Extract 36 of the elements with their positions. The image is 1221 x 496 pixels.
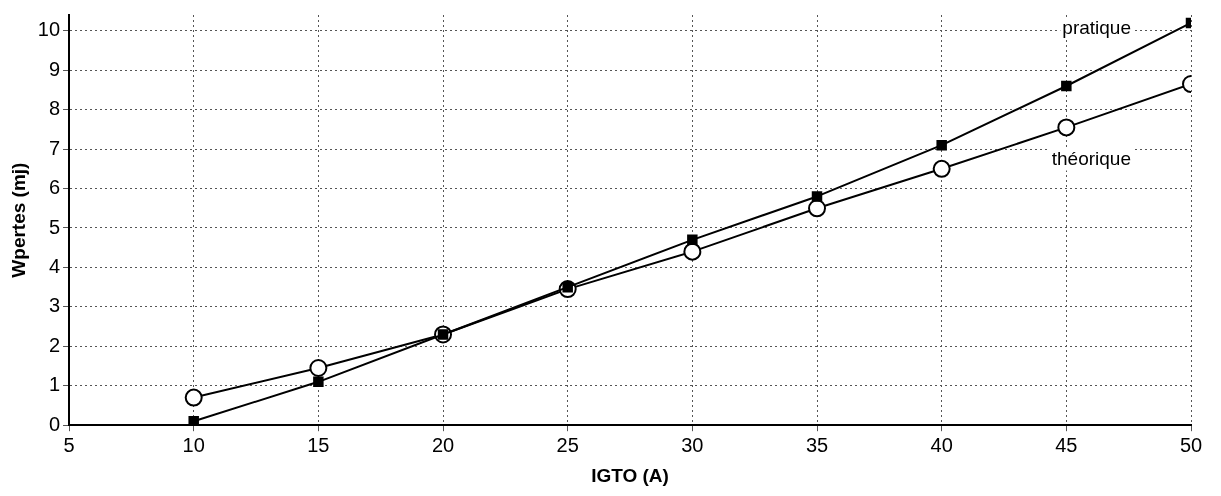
point	[309, 359, 328, 378]
y-tick-label: 4	[48, 254, 61, 277]
y-axis-title: Wpertes (mj)	[7, 162, 29, 278]
x-tick-label: 5	[63, 433, 75, 456]
y-tick-label: 7	[48, 136, 61, 159]
point	[808, 199, 827, 218]
x-tick-label: 20	[431, 433, 455, 456]
point	[1057, 118, 1076, 137]
point	[313, 376, 324, 388]
y-tick-label: 0	[48, 412, 61, 435]
series-label: théorique	[1051, 147, 1131, 169]
point	[811, 191, 823, 202]
y-tick-label: 9	[48, 57, 61, 80]
x-tick-label: 25	[556, 433, 579, 456]
x-tick-label: 40	[930, 433, 953, 456]
y-tick-label: 1	[48, 373, 61, 396]
y-tick-label: 3	[48, 294, 61, 317]
y-tick-label: 6	[48, 176, 61, 199]
x-tick-label: 15	[307, 433, 330, 456]
x-tick-label: 45	[1055, 433, 1078, 456]
series-label: pratique	[1062, 17, 1131, 39]
y-tick-label: 8	[48, 97, 61, 120]
y-tick-label: 5	[48, 215, 61, 238]
x-tick-label: 10	[182, 433, 205, 456]
point	[1061, 80, 1072, 92]
y-tick-label: 10	[37, 18, 61, 41]
x-tick-label: 35	[805, 433, 829, 456]
point	[184, 388, 203, 407]
y-tick-label: 2	[48, 333, 61, 356]
x-axis-title: IGTO (A)	[591, 464, 669, 486]
x-tick-label: 50	[1179, 433, 1203, 456]
point	[932, 159, 951, 178]
x-tick-label: 30	[681, 433, 704, 456]
point	[687, 234, 698, 246]
point	[936, 139, 947, 151]
point	[683, 242, 702, 261]
